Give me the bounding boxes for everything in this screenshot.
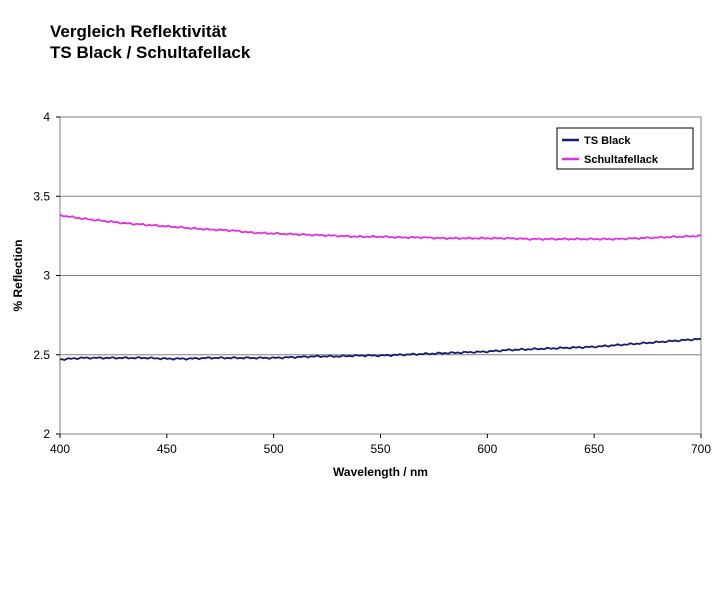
series-line-schultafellack — [59, 213, 702, 241]
y-axis-ticks: 2 2.5 3 3.5 4 — [33, 110, 60, 441]
x-tick-label: 550 — [370, 442, 390, 456]
legend: TS Black Schultafellack — [556, 127, 694, 170]
y-tick-label: 2.5 — [33, 348, 50, 362]
x-axis-title: Wavelength / nm — [333, 465, 428, 479]
x-tick-label: 500 — [264, 442, 284, 456]
legend-label-ts-black: TS Black — [584, 135, 631, 147]
chart-title-line-2: TS Black / Schultafellack — [50, 43, 251, 62]
y-tick-label: 3 — [43, 269, 50, 283]
x-tick-label: 450 — [157, 442, 177, 456]
legend-label-schultafellack: Schultafellack — [584, 154, 659, 166]
x-tick-label: 600 — [477, 442, 497, 456]
chart-title-line-1: Vergleich Reflektivität — [50, 22, 227, 41]
x-tick-label: 400 — [50, 442, 70, 456]
x-tick-label: 650 — [584, 442, 604, 456]
y-axis-title: % Reflection — [11, 239, 25, 311]
series-line-ts-black — [59, 337, 702, 361]
x-axis-ticks: 400 450 500 550 600 650 700 — [50, 434, 711, 456]
x-tick-label: 700 — [691, 442, 711, 456]
y-tick-label: 2 — [43, 427, 50, 441]
y-tick-label: 4 — [43, 110, 50, 124]
series-lines — [59, 213, 702, 361]
y-tick-label: 3.5 — [33, 189, 50, 203]
legend-box — [556, 127, 694, 170]
